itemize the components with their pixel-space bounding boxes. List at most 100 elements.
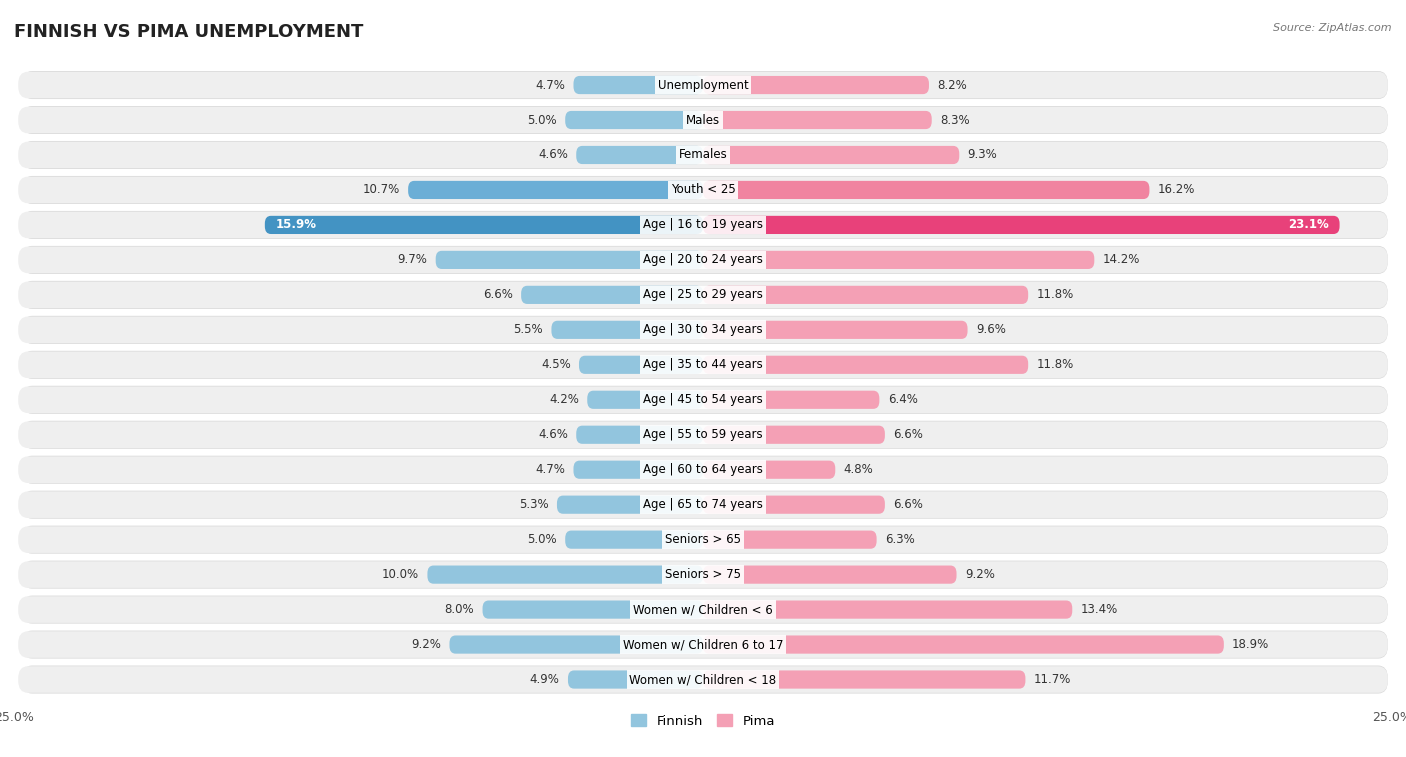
Text: 4.2%: 4.2% — [550, 394, 579, 407]
FancyBboxPatch shape — [22, 281, 1388, 309]
Text: 8.3%: 8.3% — [941, 114, 970, 126]
FancyBboxPatch shape — [427, 565, 703, 584]
Text: 6.3%: 6.3% — [884, 533, 915, 546]
FancyBboxPatch shape — [703, 146, 959, 164]
FancyBboxPatch shape — [22, 665, 1388, 693]
Text: 9.2%: 9.2% — [965, 568, 994, 581]
Text: 9.6%: 9.6% — [976, 323, 1005, 336]
FancyBboxPatch shape — [703, 635, 1223, 653]
Text: Age | 16 to 19 years: Age | 16 to 19 years — [643, 219, 763, 232]
Text: 5.0%: 5.0% — [527, 533, 557, 546]
FancyBboxPatch shape — [703, 285, 1028, 304]
FancyBboxPatch shape — [18, 491, 1388, 518]
Text: FINNISH VS PIMA UNEMPLOYMENT: FINNISH VS PIMA UNEMPLOYMENT — [14, 23, 363, 41]
Text: Age | 55 to 59 years: Age | 55 to 59 years — [643, 428, 763, 441]
FancyBboxPatch shape — [22, 491, 1388, 519]
Text: 4.6%: 4.6% — [538, 428, 568, 441]
FancyBboxPatch shape — [22, 141, 1388, 169]
Text: 11.7%: 11.7% — [1033, 673, 1071, 686]
FancyBboxPatch shape — [22, 456, 1388, 484]
Text: 8.0%: 8.0% — [444, 603, 474, 616]
FancyBboxPatch shape — [18, 107, 1388, 133]
Text: 15.9%: 15.9% — [276, 219, 316, 232]
Text: 13.4%: 13.4% — [1081, 603, 1118, 616]
Text: Age | 35 to 44 years: Age | 35 to 44 years — [643, 358, 763, 371]
Text: Seniors > 75: Seniors > 75 — [665, 568, 741, 581]
FancyBboxPatch shape — [576, 146, 703, 164]
FancyBboxPatch shape — [22, 596, 1388, 624]
Text: Age | 25 to 29 years: Age | 25 to 29 years — [643, 288, 763, 301]
FancyBboxPatch shape — [703, 321, 967, 339]
Text: 9.2%: 9.2% — [412, 638, 441, 651]
Text: Source: ZipAtlas.com: Source: ZipAtlas.com — [1274, 23, 1392, 33]
FancyBboxPatch shape — [522, 285, 703, 304]
FancyBboxPatch shape — [703, 425, 884, 444]
Text: 11.8%: 11.8% — [1036, 358, 1074, 371]
FancyBboxPatch shape — [18, 456, 1388, 483]
FancyBboxPatch shape — [18, 631, 1388, 658]
FancyBboxPatch shape — [18, 526, 1388, 553]
FancyBboxPatch shape — [703, 356, 1028, 374]
FancyBboxPatch shape — [18, 247, 1388, 273]
FancyBboxPatch shape — [703, 531, 876, 549]
Text: 18.9%: 18.9% — [1232, 638, 1270, 651]
Text: 4.7%: 4.7% — [536, 79, 565, 92]
FancyBboxPatch shape — [22, 631, 1388, 659]
FancyBboxPatch shape — [588, 391, 703, 409]
Text: Age | 30 to 34 years: Age | 30 to 34 years — [643, 323, 763, 336]
FancyBboxPatch shape — [18, 422, 1388, 448]
FancyBboxPatch shape — [18, 142, 1388, 168]
FancyBboxPatch shape — [18, 351, 1388, 378]
Text: 5.3%: 5.3% — [519, 498, 548, 511]
FancyBboxPatch shape — [408, 181, 703, 199]
FancyBboxPatch shape — [703, 251, 1094, 269]
FancyBboxPatch shape — [264, 216, 703, 234]
FancyBboxPatch shape — [18, 72, 1388, 98]
FancyBboxPatch shape — [18, 316, 1388, 343]
FancyBboxPatch shape — [18, 562, 1388, 588]
FancyBboxPatch shape — [18, 212, 1388, 238]
FancyBboxPatch shape — [22, 525, 1388, 553]
Text: Women w/ Children 6 to 17: Women w/ Children 6 to 17 — [623, 638, 783, 651]
Text: 6.6%: 6.6% — [893, 498, 922, 511]
Text: 8.2%: 8.2% — [938, 79, 967, 92]
Text: 9.7%: 9.7% — [398, 254, 427, 266]
FancyBboxPatch shape — [436, 251, 703, 269]
FancyBboxPatch shape — [22, 350, 1388, 378]
FancyBboxPatch shape — [18, 387, 1388, 413]
Text: Age | 20 to 24 years: Age | 20 to 24 years — [643, 254, 763, 266]
FancyBboxPatch shape — [450, 635, 703, 653]
FancyBboxPatch shape — [576, 425, 703, 444]
FancyBboxPatch shape — [22, 106, 1388, 134]
FancyBboxPatch shape — [703, 76, 929, 94]
FancyBboxPatch shape — [574, 76, 703, 94]
Text: 4.9%: 4.9% — [530, 673, 560, 686]
Text: 4.7%: 4.7% — [536, 463, 565, 476]
Text: Age | 45 to 54 years: Age | 45 to 54 years — [643, 394, 763, 407]
FancyBboxPatch shape — [703, 181, 1150, 199]
Text: Males: Males — [686, 114, 720, 126]
FancyBboxPatch shape — [18, 666, 1388, 693]
Text: 6.4%: 6.4% — [887, 394, 918, 407]
Text: 6.6%: 6.6% — [893, 428, 922, 441]
FancyBboxPatch shape — [22, 386, 1388, 414]
FancyBboxPatch shape — [22, 71, 1388, 99]
FancyBboxPatch shape — [22, 421, 1388, 449]
FancyBboxPatch shape — [703, 600, 1073, 618]
FancyBboxPatch shape — [568, 671, 703, 689]
FancyBboxPatch shape — [703, 391, 879, 409]
FancyBboxPatch shape — [703, 671, 1025, 689]
FancyBboxPatch shape — [22, 246, 1388, 274]
FancyBboxPatch shape — [574, 460, 703, 479]
FancyBboxPatch shape — [551, 321, 703, 339]
FancyBboxPatch shape — [565, 111, 703, 129]
FancyBboxPatch shape — [557, 496, 703, 514]
Text: 23.1%: 23.1% — [1288, 219, 1329, 232]
Text: Unemployment: Unemployment — [658, 79, 748, 92]
Text: 10.0%: 10.0% — [382, 568, 419, 581]
Text: 11.8%: 11.8% — [1036, 288, 1074, 301]
FancyBboxPatch shape — [22, 316, 1388, 344]
Text: 9.3%: 9.3% — [967, 148, 997, 161]
Text: 6.6%: 6.6% — [484, 288, 513, 301]
Text: 10.7%: 10.7% — [363, 183, 399, 197]
